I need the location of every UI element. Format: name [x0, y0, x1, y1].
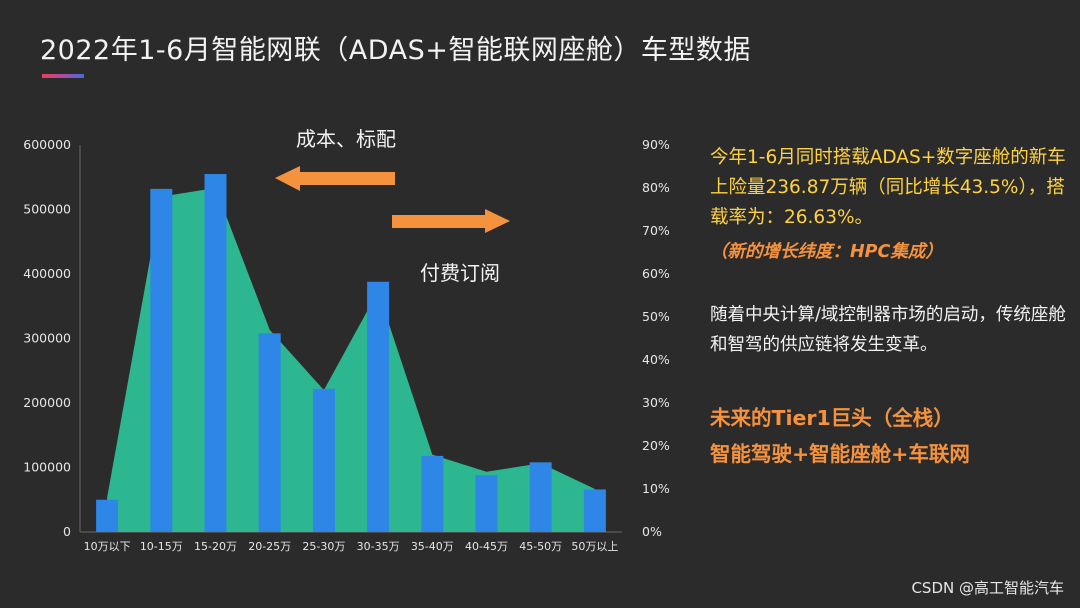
- bar-6: [421, 455, 444, 532]
- bar-3: [258, 333, 281, 532]
- y-right-tick-label: 20%: [642, 438, 670, 453]
- y-right-tick-label: 50%: [642, 309, 670, 324]
- rate-area: [107, 188, 595, 532]
- title-underline: [42, 74, 84, 78]
- right-arrow-icon: [392, 209, 510, 233]
- x-tick-label: 50万以上: [571, 540, 618, 553]
- description-text: 随着中央计算/域控制器市场的启动，传统座舱和智驾的供应链将发生变革。: [710, 305, 1066, 355]
- y-right-tick-label: 0%: [642, 524, 662, 539]
- y-right-tick-label: 60%: [642, 266, 670, 281]
- watermark: CSDN @高工智能汽车: [911, 579, 1064, 597]
- x-tick-label: 25-30万: [302, 540, 345, 553]
- highlight-text: 今年1-6月同时搭载ADAS+数字座舱的新车上险量236.87万辆（同比增长43…: [710, 147, 1066, 228]
- x-tick-label: 15-20万: [194, 540, 237, 553]
- bar-series: [96, 174, 606, 533]
- x-tick-label: 10-15万: [140, 540, 183, 553]
- conclusion-text: 未来的Tier1巨头（全栈） 智能驾驶+智能座舱+车联网: [710, 400, 1070, 472]
- x-tick-label: 10万以下: [84, 540, 131, 553]
- x-tick-label: 45-50万: [519, 540, 562, 553]
- y-left-tick-label: 600000: [23, 137, 71, 152]
- y-right-tick-label: 30%: [642, 395, 670, 410]
- left-arrow-label: 成本、标配: [296, 127, 396, 151]
- y-left-tick-label: 200000: [23, 395, 71, 410]
- bar-9: [583, 489, 606, 532]
- arrows: [275, 166, 510, 233]
- y-right-tick-label: 80%: [642, 180, 670, 195]
- y-right-tick-label: 40%: [642, 352, 670, 367]
- bar-1: [150, 188, 173, 533]
- y-left-tick-label: 500000: [23, 202, 71, 217]
- conclusion-line-2: 智能驾驶+智能座舱+车联网: [710, 442, 970, 466]
- y-left-tick-label: 300000: [23, 331, 71, 346]
- growth-dimension-text: （新的增长纬度：HPC集成）: [710, 242, 943, 262]
- y-left-tick-label: 400000: [23, 266, 71, 281]
- bar-4: [312, 388, 335, 532]
- y-right-tick-label: 70%: [642, 223, 670, 238]
- y-right-tick-label: 90%: [642, 137, 670, 152]
- page-title: 2022年1-6月智能网联（ADAS+智能联网座舱）车型数据: [40, 35, 751, 66]
- left-arrow-icon: [275, 166, 395, 191]
- x-tick-label: 40-45万: [465, 540, 508, 553]
- y-left-tick-label: 0: [63, 524, 71, 539]
- y-left-tick-label: 100000: [23, 460, 71, 475]
- bar-7: [475, 475, 498, 532]
- bar-0: [96, 499, 119, 532]
- bar-5: [367, 281, 390, 532]
- right-arrow-label: 付费订阅: [420, 261, 500, 285]
- x-tick-label: 30-35万: [357, 540, 400, 553]
- x-tick-label: 20-25万: [248, 540, 291, 553]
- conclusion-line-1: 未来的Tier1巨头（全栈）: [710, 406, 954, 430]
- axis-labels: 600000 500000 400000 300000 200000 100000 0 90%…: [23, 137, 670, 553]
- y-right-tick-label: 10%: [642, 481, 670, 496]
- bar-8: [529, 462, 552, 532]
- rate-area-series: [107, 188, 595, 532]
- bar-2: [204, 174, 227, 532]
- x-tick-label: 35-40万: [411, 540, 454, 553]
